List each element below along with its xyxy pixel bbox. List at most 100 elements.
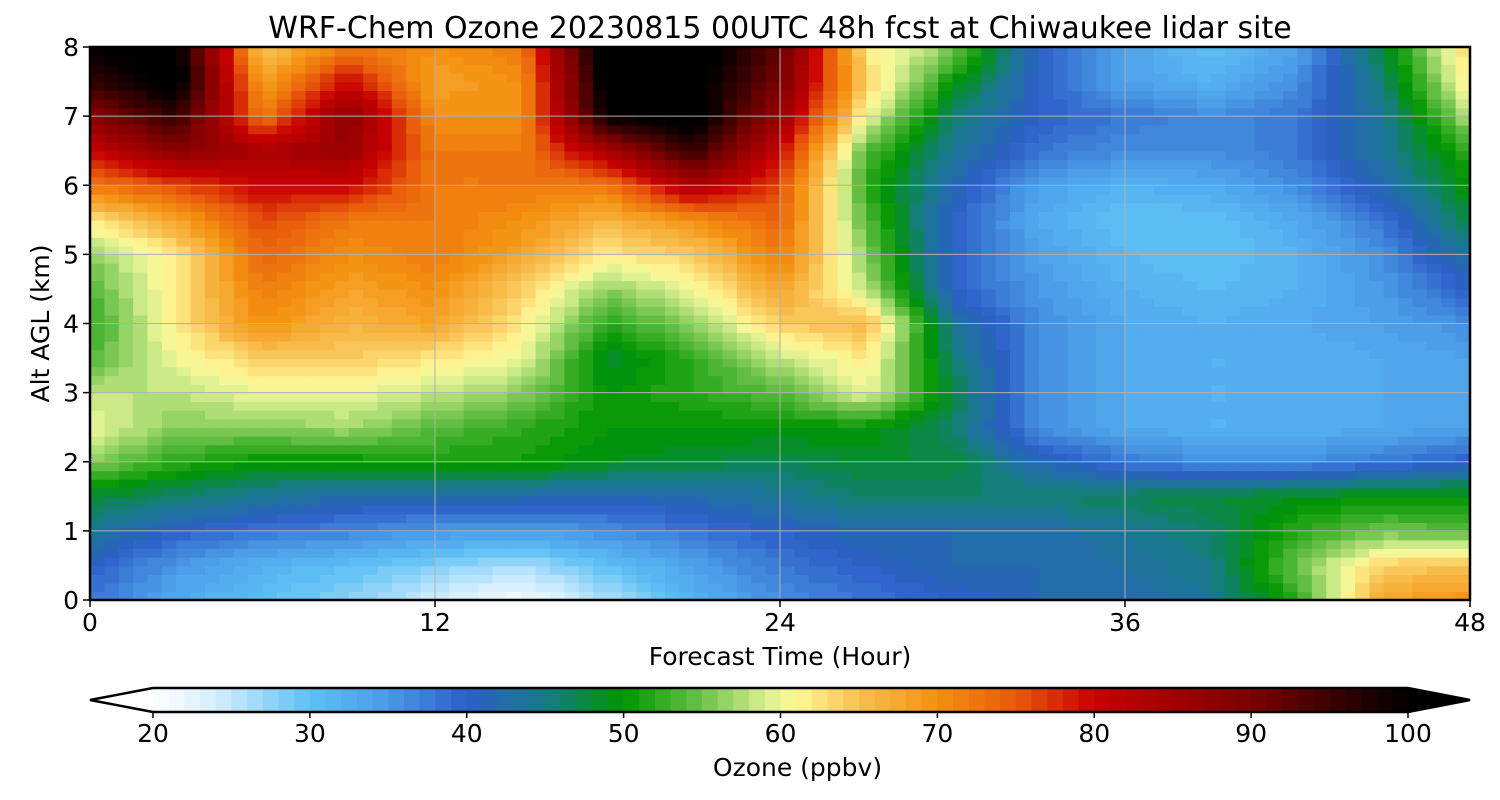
heatmap-cell [823, 254, 839, 264]
heatmap-cell [492, 358, 508, 368]
heatmap-cell [880, 556, 896, 567]
heatmap-cell [665, 228, 681, 238]
heatmap-cell [895, 591, 911, 600]
heatmap-cell [1240, 202, 1256, 212]
heatmap-cell [1053, 461, 1069, 472]
heatmap-cell [909, 254, 925, 264]
heatmap-cell [320, 401, 336, 411]
heatmap-cell [808, 280, 824, 290]
heatmap-cell [1010, 288, 1026, 299]
heatmap-cell [1355, 539, 1371, 549]
heatmap-cell [1110, 383, 1126, 394]
heatmap-cell [851, 150, 868, 161]
heatmap-cell [391, 565, 408, 575]
heatmap-cell [1383, 461, 1399, 472]
heatmap-cell [808, 219, 824, 230]
heatmap-cell [981, 280, 997, 290]
heatmap-cell [909, 556, 925, 567]
heatmap-cell [391, 237, 408, 247]
heatmap-cell [693, 461, 709, 472]
heatmap-cell [1110, 470, 1126, 480]
heatmap-cell [1067, 504, 1083, 515]
heatmap-cell [938, 237, 954, 247]
heatmap-cell [1283, 444, 1299, 454]
heatmap-cell [1024, 556, 1040, 567]
heatmap-cell [219, 418, 235, 428]
heatmap-cell [118, 358, 134, 368]
heatmap-cell [923, 504, 939, 515]
heatmap-cell [1340, 556, 1356, 567]
heatmap-cell [736, 323, 753, 333]
heatmap-cell [104, 504, 120, 515]
heatmap-cell [621, 159, 638, 169]
heatmap-cell [248, 340, 264, 351]
heatmap-cell [1240, 435, 1256, 446]
heatmap-cell [1383, 211, 1399, 221]
heatmap-cell [679, 453, 695, 463]
heatmap-cell [262, 314, 278, 325]
heatmap-cell [1383, 427, 1399, 437]
heatmap-cell [1168, 435, 1184, 446]
heatmap-cell [190, 418, 206, 428]
heatmap-cell [291, 530, 307, 541]
heatmap-cell [377, 522, 393, 532]
heatmap-cell [1110, 211, 1126, 221]
heatmap-cell [1426, 444, 1443, 454]
heatmap-cell [521, 582, 537, 593]
heatmap-cell [981, 288, 997, 299]
heatmap-cell [736, 591, 753, 600]
heatmap-cell [1283, 358, 1299, 368]
heatmap-cell [305, 461, 321, 472]
heatmap-cell [363, 271, 379, 282]
heatmap-cell [636, 461, 652, 472]
heatmap-cell [377, 409, 393, 420]
heatmap-cell [808, 340, 824, 351]
heatmap-cell [377, 479, 393, 489]
heatmap-cell [780, 263, 796, 273]
heatmap-cell [492, 392, 508, 403]
heatmap-cell [478, 193, 494, 204]
heatmap-cell [722, 349, 738, 359]
heatmap-cell [305, 487, 321, 498]
heatmap-cell [650, 574, 666, 584]
heatmap-cell [161, 418, 178, 428]
heatmap-cell [1024, 150, 1040, 161]
heatmap-cell [1038, 401, 1054, 411]
heatmap-cell [133, 418, 149, 428]
heatmap-cell [1225, 271, 1241, 282]
heatmap-cell [190, 340, 206, 351]
heatmap-cell [478, 539, 494, 549]
heatmap-cell [334, 306, 350, 316]
heatmap-cell [895, 323, 911, 333]
heatmap-cell [1053, 254, 1069, 264]
heatmap-cell [621, 574, 638, 584]
heatmap-cell [981, 565, 997, 575]
heatmap-cell [1211, 176, 1227, 187]
heatmap-cell [90, 453, 106, 463]
heatmap-cell [348, 565, 364, 575]
heatmap-cell [1110, 263, 1126, 273]
heatmap-cell [593, 548, 609, 558]
heatmap-cell [679, 254, 695, 264]
heatmap-cell [679, 556, 695, 567]
heatmap-cell [1211, 392, 1227, 403]
heatmap-cell [794, 297, 810, 308]
heatmap-cell [995, 340, 1011, 351]
heatmap-cell [650, 548, 666, 558]
heatmap-cell [334, 435, 350, 446]
heatmap-cell [1096, 185, 1112, 195]
heatmap-cell [1326, 245, 1342, 256]
heatmap-cell [1383, 185, 1399, 195]
heatmap-cell [348, 245, 364, 256]
heatmap-cell [1355, 383, 1371, 394]
heatmap-cell [966, 392, 983, 403]
heatmap-cell [564, 288, 580, 299]
heatmap-cell [1326, 358, 1342, 368]
heatmap-cell [391, 401, 408, 411]
heatmap-cell [679, 539, 695, 549]
heatmap-cell [1067, 530, 1083, 541]
heatmap-cell [1340, 479, 1356, 489]
heatmap-cell [1182, 202, 1198, 212]
heatmap-cell [377, 245, 393, 256]
